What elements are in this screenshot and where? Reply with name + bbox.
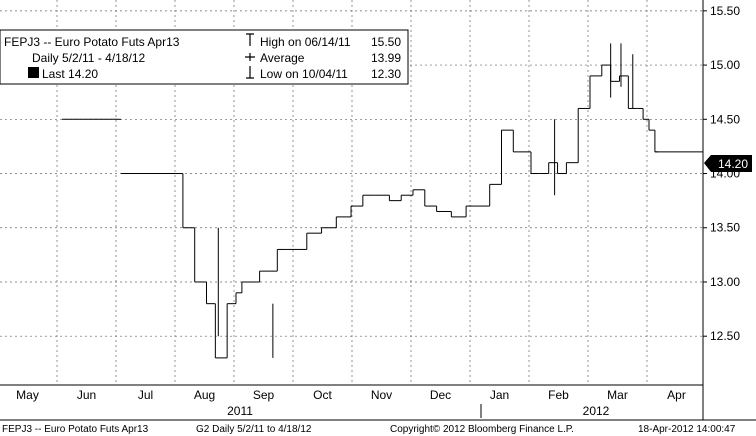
high-value: 15.50 <box>371 35 401 49</box>
x-tick-label: May <box>16 388 39 402</box>
legend: FEPJ3 -- Euro Potato Futs Apr13 Daily 5/… <box>0 29 409 85</box>
y-tick-label: 12.50 <box>710 329 740 343</box>
x-tick-label: Nov <box>371 388 392 402</box>
y-tick-label: 15.50 <box>710 4 740 18</box>
footer-title: FEPJ3 -- Euro Potato Futs Apr13 <box>2 424 149 435</box>
last-price-tag: 14.20 <box>704 155 752 172</box>
price-ranges <box>217 43 634 358</box>
y-tick-label: 14.50 <box>710 112 740 126</box>
footer-range: G2 Daily 5/2/11 to 4/18/12 <box>196 424 312 435</box>
last-price-tag-text: 14.20 <box>718 157 748 171</box>
x-tick-label: Aug <box>194 388 215 402</box>
x-tick-label: Feb <box>548 388 569 402</box>
legend-box <box>0 29 409 85</box>
year-label: 2011 <box>227 404 253 418</box>
low-marker-icon <box>246 66 254 79</box>
avg-value: 13.99 <box>371 51 401 65</box>
average-marker-icon <box>245 53 255 61</box>
high-label: High on 06/14/11 <box>260 35 351 49</box>
legend-line1: FEPJ3 -- Euro Potato Futs Apr13 <box>4 35 180 49</box>
x-tick-label: Dec <box>430 388 451 402</box>
x-tick-label: Mar <box>607 388 628 402</box>
grid <box>0 0 703 385</box>
high-marker-icon <box>246 33 254 46</box>
footer: FEPJ3 -- Euro Potato Futs Apr13 G2 Daily… <box>0 419 756 435</box>
low-value: 12.30 <box>371 67 401 81</box>
x-tick-label: Jul <box>138 388 153 402</box>
x-tick-label: Apr <box>667 388 686 402</box>
footer-timestamp: 18-Apr-2012 14:00:47 <box>638 424 736 435</box>
footer-copyright: Copyright© 2012 Bloomberg Finance L.P. <box>390 424 574 435</box>
avg-label: Average <box>260 51 305 65</box>
x-tick-label: Oct <box>313 388 332 402</box>
x-tick-label: Sep <box>253 388 275 402</box>
y-tick-label: 15.00 <box>710 58 740 72</box>
low-label: Low on 10/04/11 <box>260 67 348 81</box>
year-label: 2012 <box>583 404 610 418</box>
last-swatch-icon <box>28 67 39 78</box>
y-tick-label: 13.00 <box>710 275 740 289</box>
x-tick-label: Jan <box>490 388 509 402</box>
y-tick-label: 13.50 <box>710 221 740 235</box>
last-price-tag-shape <box>704 155 752 172</box>
legend-line3: Last 14.20 <box>42 67 98 81</box>
x-axis: May Jun Jul Aug Sep Oct Nov Dec Jan Feb Mar Apr 2011… <box>0 384 703 418</box>
legend-line2: Daily 5/2/11 - 4/18/12 <box>32 51 146 65</box>
x-tick-label: Jun <box>77 388 96 402</box>
